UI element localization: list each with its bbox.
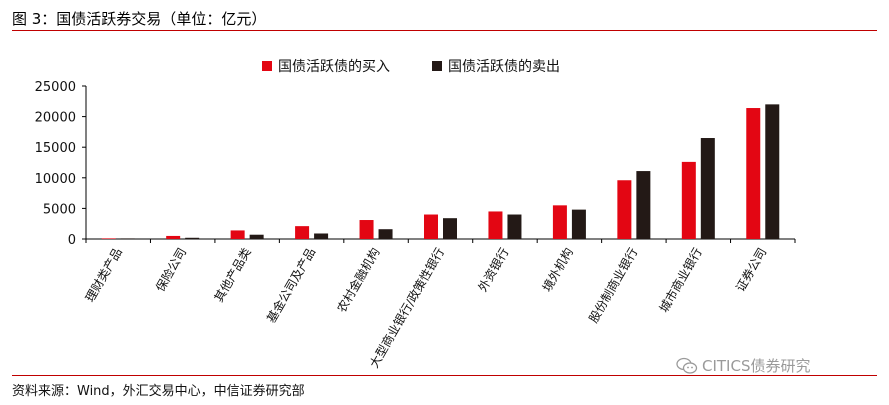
bar-sell xyxy=(636,171,651,239)
bar-sell xyxy=(507,214,522,239)
bar-buy xyxy=(552,205,567,239)
x-tick-label: 股份制商业银行 xyxy=(585,245,640,325)
x-tick-label: 外资银行 xyxy=(475,246,511,295)
y-tick-label: 5000 xyxy=(43,202,76,217)
source-rule xyxy=(12,375,877,376)
bar-sell xyxy=(185,237,200,239)
bar-buy xyxy=(681,161,696,239)
watermark: CITICS债券研究 xyxy=(676,355,810,376)
x-tick-label: 理财类产品 xyxy=(83,246,125,305)
bar-buy xyxy=(617,180,632,239)
y-tick-label: 10000 xyxy=(35,172,76,187)
watermark-text: CITICS债券研究 xyxy=(702,357,811,375)
bar-buy xyxy=(230,230,245,239)
x-tick-label: 农村金融机构 xyxy=(334,245,383,315)
figure-title: 图 3：国债活跃券交易（单位：亿元） xyxy=(12,10,267,28)
bar-sell xyxy=(249,234,264,239)
x-tick-label: 大型商业银行/政策性银行 xyxy=(366,245,447,370)
bar-sell xyxy=(378,229,393,239)
x-tick-label: 其他产品类 xyxy=(212,245,254,304)
bar-buy xyxy=(359,220,374,239)
bar-buy xyxy=(166,235,181,239)
bar-sell xyxy=(443,218,457,239)
legend-swatch-sell xyxy=(432,61,442,71)
wechat-icon xyxy=(676,357,698,374)
bar-buy xyxy=(101,238,116,239)
x-tick-label: 证券公司 xyxy=(732,245,769,294)
y-tick-label: 15000 xyxy=(35,141,76,156)
bar-sell xyxy=(120,238,135,239)
x-tick-label: 城市商业银行 xyxy=(656,245,705,315)
bar-buy xyxy=(746,108,761,239)
x-tick-label: 保险公司 xyxy=(152,245,189,294)
y-tick-label: 20000 xyxy=(35,111,76,126)
legend-label: 国债活跃债的卖出 xyxy=(448,59,560,75)
bar-sell xyxy=(765,104,780,239)
x-tick-label: 境外机构 xyxy=(539,245,576,294)
y-tick-label: 0 xyxy=(68,233,76,248)
title-rule xyxy=(12,30,877,31)
bar-buy xyxy=(424,214,438,239)
bar-sell xyxy=(571,209,586,239)
bar-chart: 0 5000 10000 15000 20000 25000 理财类产品 保险公司 其他产品类基… xyxy=(35,59,796,370)
bar-sell xyxy=(700,138,715,239)
legend-swatch-buy xyxy=(262,61,272,71)
bar-sell xyxy=(314,233,329,239)
source-note: 资料来源：Wind，外汇交易中心，中信证券研究部 xyxy=(12,384,305,399)
bar-buy xyxy=(295,226,310,239)
bar-buy xyxy=(488,211,503,239)
legend-label: 国债活跃债的买入 xyxy=(278,59,390,75)
y-tick-label: 25000 xyxy=(35,80,76,95)
x-tick-label: 基金公司及产品 xyxy=(263,245,318,325)
